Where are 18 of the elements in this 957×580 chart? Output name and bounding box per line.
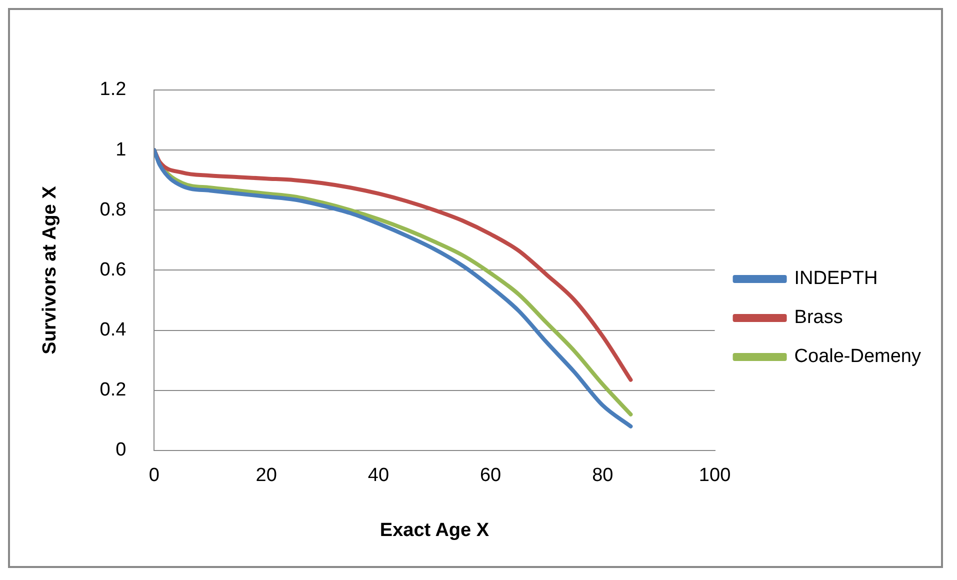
- y-axis-title: Survivors at Age X: [40, 186, 61, 354]
- y-tick-label: 0.8: [100, 199, 126, 220]
- x-tick-label: 60: [480, 465, 502, 486]
- legend-label: Brass: [794, 307, 843, 328]
- x-tick-label: 80: [592, 465, 614, 486]
- x-tick-label: 20: [256, 465, 277, 486]
- legend-label: Coale-Demeny: [794, 346, 922, 368]
- y-tick-label: 0.6: [100, 259, 126, 280]
- y-tick-label: 1: [116, 139, 126, 160]
- x-tick-label: 40: [368, 465, 390, 486]
- x-tick-label: 0: [148, 465, 160, 486]
- y-tick-label: 0: [116, 440, 126, 461]
- x-tick-label: 100: [698, 465, 731, 486]
- x-axis-title: Exact Age X: [380, 520, 490, 541]
- y-tick-label: 0.2: [100, 380, 126, 401]
- legend-label: INDEPTH: [794, 268, 878, 290]
- y-tick-label: 1.2: [100, 79, 126, 100]
- y-tick-label: 0.4: [100, 320, 127, 340]
